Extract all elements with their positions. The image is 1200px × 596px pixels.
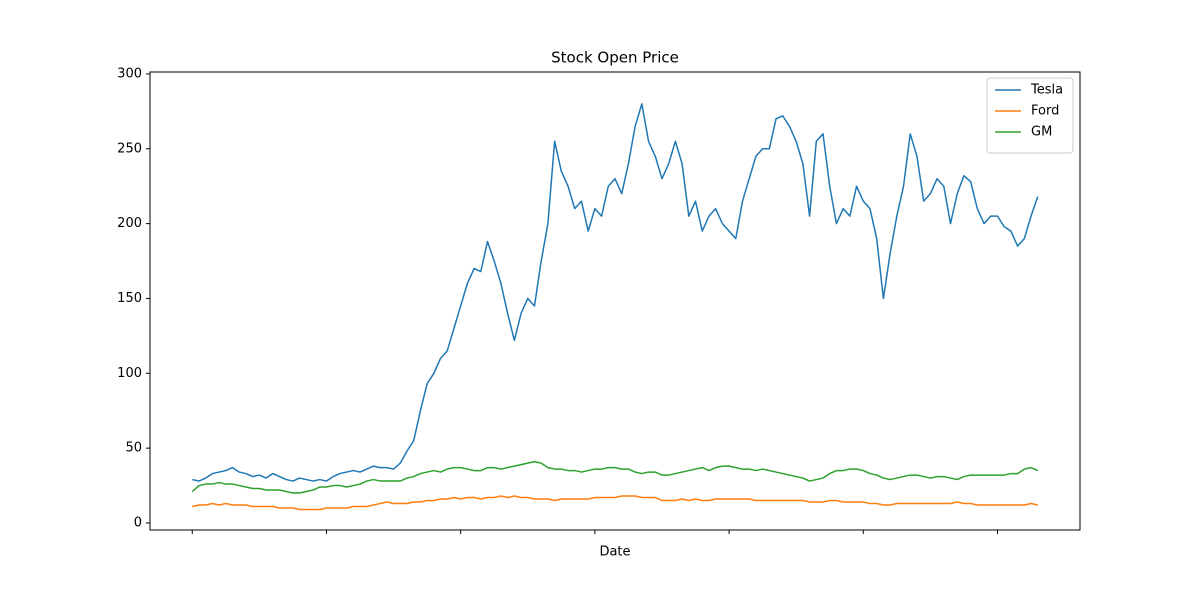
legend-label: GM [1031,125,1052,140]
y-tick-label: 50 [125,441,142,456]
y-tick-label: 150 [117,291,142,306]
legend-label: Tesla [1030,83,1063,98]
legend-box [986,77,1074,154]
data-line [192,495,1038,511]
y-tick-label: 200 [117,216,142,231]
chart-title: Stock Open Price [551,49,679,67]
data-line [192,103,1039,482]
data-line [191,460,1039,494]
y-tick-label: 300 [117,66,142,81]
x-axis-label: Date [599,545,630,560]
legend-label: Ford [1031,104,1059,119]
y-tick-label: 0 [134,515,142,530]
y-tick-label: 100 [117,366,142,381]
plot-frame [149,71,1081,531]
y-tick-label: 250 [117,141,142,156]
